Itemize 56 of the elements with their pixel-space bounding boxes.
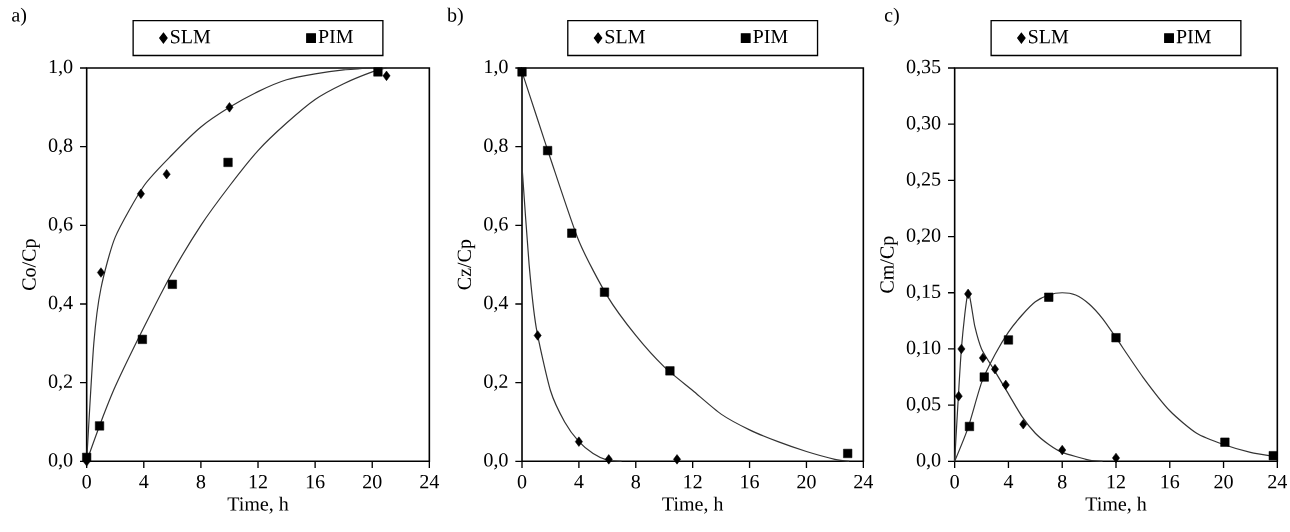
x-tick-label: 12	[249, 474, 267, 489]
y-axis-title: Cz/Cp	[457, 239, 476, 290]
x-tick-label: 12	[1107, 474, 1125, 489]
y-axis-title: Co/Cp	[22, 239, 40, 290]
x-tick-label: 16	[306, 474, 325, 489]
x-tick-label: 4	[139, 474, 149, 489]
y-tick-label: 0,6	[484, 217, 508, 234]
y-tick-label: 0,4	[48, 295, 73, 313]
legend-label: SLM	[1028, 29, 1069, 44]
x-tick-label: 8	[631, 474, 641, 489]
x-axis-title: Time, h	[1085, 496, 1147, 514]
x-tick-label: 24	[1268, 474, 1288, 489]
y-tick-label: 0,30	[906, 116, 941, 133]
y-tick-label: 0,6	[48, 217, 73, 234]
y-tick-label: 0,8	[484, 138, 508, 155]
legend-label: SLM	[605, 29, 645, 44]
chart-title: b)	[447, 7, 463, 26]
legend-label: PIM	[753, 30, 788, 44]
x-tick-label: 16	[1161, 474, 1180, 489]
y-axis-title: Cm/Cp	[880, 236, 898, 293]
x-axis-title: Time, h	[227, 496, 289, 514]
y-tick-label: 0,2	[484, 374, 508, 391]
x-tick-label: 24	[420, 474, 440, 489]
y-tick-label: 0,2	[48, 374, 72, 391]
x-tick-label: 0	[82, 474, 91, 489]
y-tick-label: 0,35	[906, 59, 941, 77]
y-tick-label: 1,0	[485, 59, 508, 77]
chart-title: a)	[12, 7, 27, 26]
y-tick-label: 0,4	[484, 295, 509, 313]
y-tick-label: 0,05	[906, 396, 941, 414]
x-tick-label: 20	[797, 474, 816, 489]
y-tick-label: 0,0	[48, 453, 73, 470]
y-tick-label: 0,25	[906, 172, 941, 189]
y-tick-label: 0,20	[906, 228, 941, 245]
x-tick-label: 24	[854, 474, 874, 489]
y-tick-label: 0,15	[906, 284, 941, 301]
y-tick-label: 0,0	[916, 453, 941, 470]
legend-label: SLM	[171, 29, 211, 44]
x-tick-label: 16	[741, 474, 759, 489]
y-tick-label: 1,0	[49, 59, 73, 77]
x-tick-label: 8	[196, 474, 206, 489]
y-tick-label: 0,10	[906, 340, 941, 358]
x-tick-label: 12	[684, 474, 702, 489]
x-tick-label: 20	[363, 474, 382, 489]
x-tick-label: 0	[950, 474, 959, 489]
x-axis-title: Time, h	[662, 496, 724, 514]
chart-title: c)	[884, 7, 899, 26]
x-tick-label: 20	[1214, 474, 1233, 489]
x-tick-label: 4	[1003, 474, 1014, 489]
x-tick-label: 4	[574, 474, 584, 489]
y-tick-label: 0,0	[484, 453, 508, 470]
legend-label: PIM	[1176, 30, 1211, 44]
legend-label: PIM	[318, 30, 353, 44]
y-tick-label: 0,8	[48, 138, 73, 155]
x-tick-label: 8	[1057, 474, 1067, 489]
x-tick-label: 0	[517, 474, 527, 489]
